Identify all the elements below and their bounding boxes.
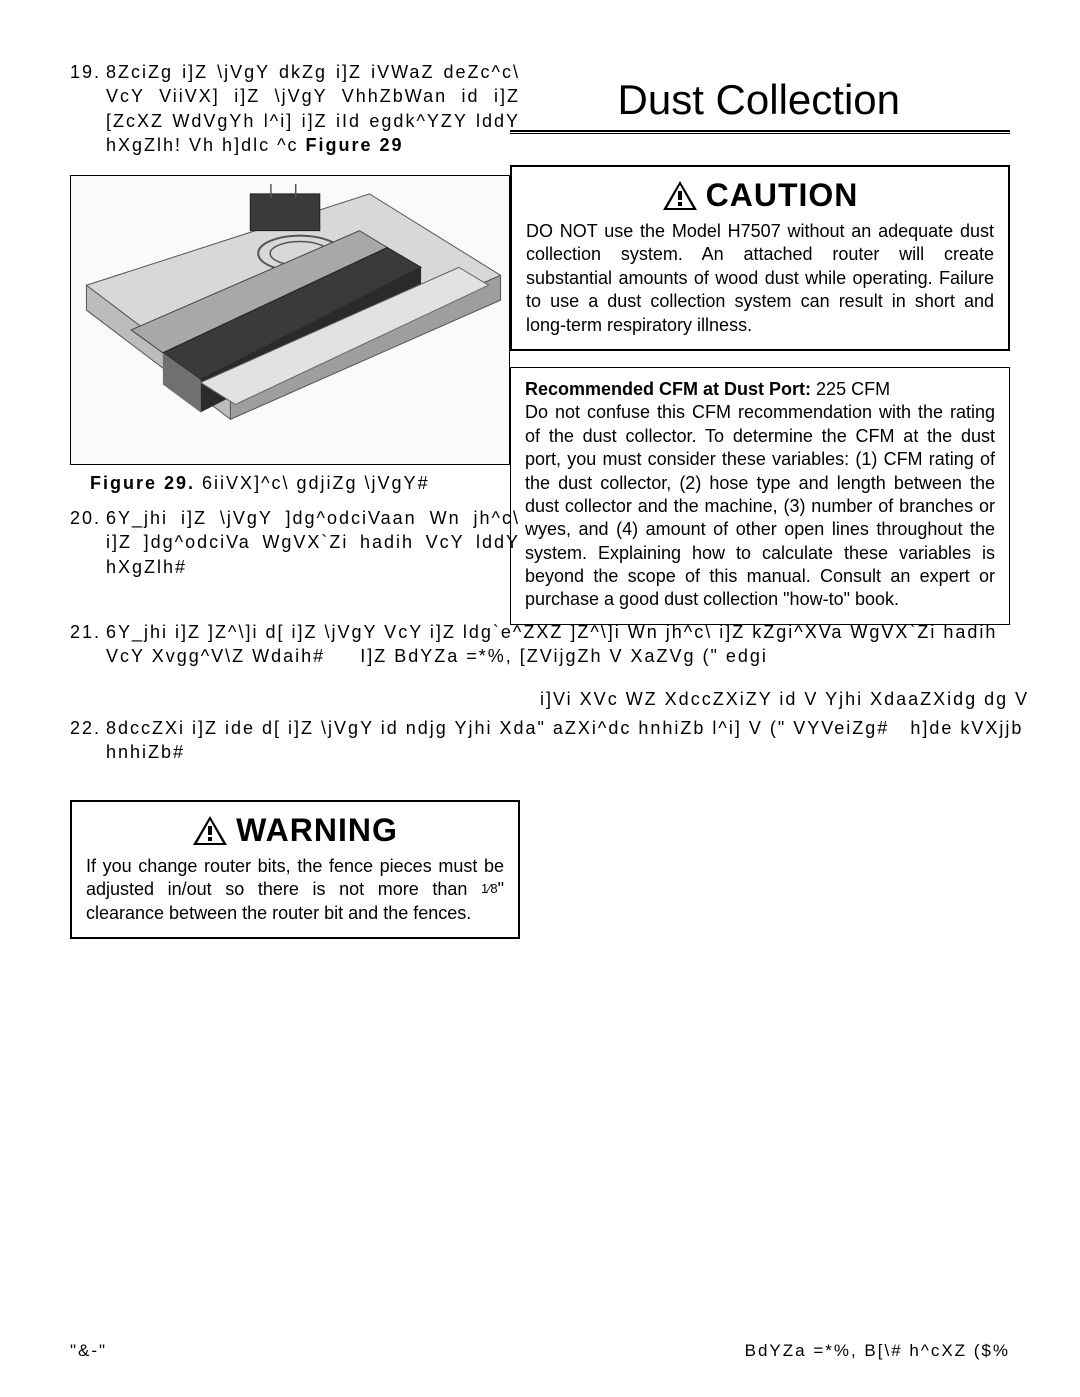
step-text: 6Y_jhi i]Z ]Z^\]i d[ i]Z \jVgY VcY i]Z l… (106, 620, 1030, 669)
step-number: 20. (70, 506, 106, 579)
step-22: 22. 8dccZXi i]Z ide d[ i]Z \jVgY id ndjg… (70, 716, 1030, 765)
right-column: CAUTION DO NOT use the Model H7507 witho… (510, 165, 1010, 625)
step-number: 19. (70, 60, 106, 157)
warning-header: WARNING (86, 812, 504, 849)
figure-29-caption: Figure 29. 6iiVX]^c\ gdjiZg \jVgY# (90, 473, 520, 494)
title-underline (510, 130, 1010, 134)
cfm-text: Do not confuse this CFM recommendation w… (525, 402, 995, 609)
overflow-fragment: i]Vi XVc WZ XdccZXiZY id V (540, 689, 818, 709)
footer-left: "&-" (70, 1341, 107, 1361)
page-title: Dust Collection (618, 76, 900, 124)
caution-icon (662, 180, 698, 212)
step-19: 19. 8ZciZg i]Z \jVgY dkZg i]Z iVWaZ deZc… (70, 60, 520, 157)
cfm-value: 225 CFM (816, 379, 890, 399)
overflow-line: i]Vi XVc WZ XdccZXiZY id V Yjhi XdaaZXid… (540, 687, 1030, 712)
caution-title: CAUTION (706, 177, 859, 214)
cfm-info-box: Recommended CFM at Dust Port: 225 CFM Do… (510, 367, 1010, 625)
figure-ref-inline: Figure 29 (306, 135, 404, 155)
cfm-info-body: Recommended CFM at Dust Port: 225 CFM Do… (525, 378, 995, 612)
step-body: 8dccZXi i]Z ide d[ i]Z \jVgY id ndjg Yjh… (106, 718, 889, 738)
warning-icon (192, 815, 228, 847)
overflow-fragment: Yjhi XdaaZXidg dg V (825, 689, 1029, 709)
step-number: 22. (70, 716, 106, 765)
figure-29: Figure 29. 6iiVX]^c\ gdjiZg \jVgY# (70, 175, 520, 494)
step-20: 20. 6Y_jhi i]Z \jVgY ]dg^odciVaan Wn jh^… (70, 506, 520, 579)
cfm-lead: Recommended CFM at Dust Port: (525, 379, 811, 399)
overflow-region: 21. 6Y_jhi i]Z ]Z^\]i d[ i]Z \jVgY VcY i… (70, 620, 1030, 782)
steps-column: 19. 8ZciZg i]Z \jVgY dkZg i]Z iVWaZ deZc… (70, 60, 520, 579)
caution-body: DO NOT use the Model H7507 without an ad… (526, 220, 994, 337)
figure-caption-text: 6iiVX]^c\ gdjiZg \jVgY# (202, 473, 430, 493)
page-footer: "&-" BdYZa =*%, B[\# h^cXZ ($% (70, 1341, 1010, 1361)
router-table-illustration (71, 176, 509, 464)
figure-29-image (70, 175, 510, 465)
warning-box: WARNING If you change router bits, the f… (70, 800, 520, 939)
step-text: 8ZciZg i]Z \jVgY dkZg i]Z iVWaZ deZc^c\ … (106, 60, 520, 157)
warning-text-pre: If you change router bits, the fence pie… (86, 856, 504, 899)
step-number: 21. (70, 620, 106, 669)
warning-title: WARNING (236, 812, 398, 849)
figure-caption-prefix: Figure 29. (90, 473, 195, 493)
caution-header: CAUTION (526, 177, 994, 214)
warning-body: If you change router bits, the fence pie… (86, 855, 504, 925)
overflow-fragment: I]Z BdYZa =*%, [ZVijgZh V XaZVg (" edgi (360, 646, 768, 666)
footer-right: BdYZa =*%, B[\# h^cXZ ($% (745, 1341, 1010, 1361)
step-21: 21. 6Y_jhi i]Z ]Z^\]i d[ i]Z \jVgY VcY i… (70, 620, 1030, 669)
warning-fraction: 1⁄8 (481, 881, 498, 896)
caution-box: CAUTION DO NOT use the Model H7507 witho… (510, 165, 1010, 351)
step-text: 6Y_jhi i]Z \jVgY ]dg^odciVaan Wn jh^c\ i… (106, 506, 520, 579)
step-text: 8dccZXi i]Z ide d[ i]Z \jVgY id ndjg Yjh… (106, 716, 1030, 765)
